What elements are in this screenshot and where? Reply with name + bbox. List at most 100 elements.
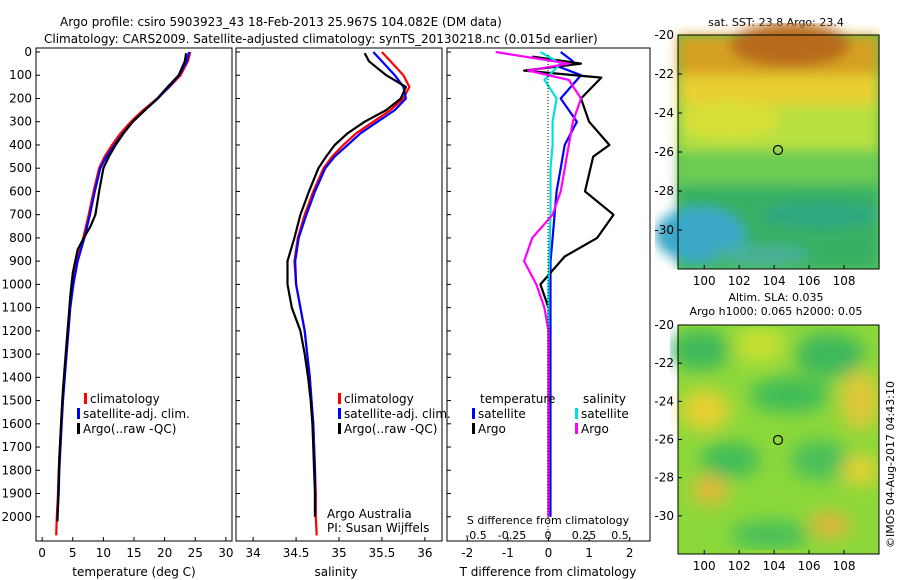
x-tick-label: -2 xyxy=(461,546,473,560)
map-x-tick-label: 108 xyxy=(833,559,856,573)
salinity-axes: 34 34.5 35 35.5 36 xyxy=(236,51,432,560)
y-tick-label: 0 xyxy=(24,45,32,59)
legend-label-satellite: satellite-adj. clim. xyxy=(83,407,190,421)
legend-swatch-argo xyxy=(77,423,80,434)
legend-label-temp-argo: Argo xyxy=(478,422,506,436)
legend-label-sal-argo: Argo xyxy=(581,422,609,436)
legend-swatch-climatology xyxy=(338,393,341,404)
legend-swatch-argo xyxy=(338,423,341,434)
difference-top-axis-label: S difference from climatology xyxy=(467,514,630,527)
map-y-tick-label: -22 xyxy=(654,67,674,81)
x-tick-label: 34.5 xyxy=(283,546,310,560)
legend-title-temperature: temperature xyxy=(480,392,555,406)
y-tick-label: 2000 xyxy=(1,510,32,524)
temperature-series xyxy=(55,51,192,536)
series-line-2 xyxy=(286,52,407,517)
map-y-tick-label: -26 xyxy=(654,145,674,159)
y-tick-label: 1300 xyxy=(1,347,32,361)
top-axis-tick-label: 0.25 xyxy=(572,529,597,542)
difference-legend: temperature salinity satellite Argo sate… xyxy=(467,392,630,527)
map-y-tick-label: -20 xyxy=(654,28,674,42)
y-tick-label: 100 xyxy=(9,68,32,82)
map-x-tick-label: 106 xyxy=(798,559,821,573)
top-axis-tick-label: -0.5 xyxy=(465,529,486,542)
y-tick-label: 1200 xyxy=(1,324,32,338)
series-line-2 xyxy=(56,53,188,522)
map-x-tick-label: 106 xyxy=(798,274,821,288)
y-tick-label: 1700 xyxy=(1,440,32,454)
difference-xlabel: T difference from climatology xyxy=(459,565,637,579)
map-x-tick-label: 104 xyxy=(763,274,786,288)
map-x-tick-label: 104 xyxy=(763,559,786,573)
salinity-plot-frame xyxy=(235,47,443,542)
x-tick-label: 30 xyxy=(218,546,233,560)
difference-series xyxy=(495,50,615,517)
map-x-tick-label: 100 xyxy=(693,274,716,288)
y-tick-label: 900 xyxy=(9,254,32,268)
top-axis-tick-label: 0.5 xyxy=(611,529,629,542)
legend-label-temp-satellite: satellite xyxy=(478,407,526,421)
legend-swatch-climatology xyxy=(84,393,87,404)
y-tick-label: 1500 xyxy=(1,394,32,408)
y-tick-label: 800 xyxy=(9,231,32,245)
x-tick-label: -1 xyxy=(502,546,514,560)
x-tick-label: 10 xyxy=(96,546,111,560)
legend-swatch-satellite xyxy=(338,408,341,419)
series-line-0 xyxy=(549,51,583,517)
sst-map xyxy=(655,23,880,270)
y-tick-label: 200 xyxy=(9,91,32,105)
argo-location-marker xyxy=(772,434,784,446)
x-tick-label: 35.5 xyxy=(369,546,396,560)
x-tick-label: 5 xyxy=(69,546,77,560)
salinity-legend: climatology satellite-adj. clim. Argo(..… xyxy=(327,392,451,535)
sla-map xyxy=(670,324,880,555)
legend-swatch-satellite xyxy=(77,408,80,419)
legend-swatch-temp-argo xyxy=(472,423,475,434)
salinity-series xyxy=(286,51,411,536)
x-tick-label: 35 xyxy=(331,546,346,560)
map-y-tick-label: -30 xyxy=(654,223,674,237)
temperature-axes: 0100200300400500600700800900100011001200… xyxy=(1,45,233,560)
sla-map-title: Altim. SLA: 0.035 xyxy=(728,291,823,304)
legend-label-argo: Argo(..raw -QC) xyxy=(83,422,176,436)
y-tick-label: 1100 xyxy=(1,301,32,315)
y-tick-label: 300 xyxy=(9,115,32,129)
map-y-tick-label: -20 xyxy=(654,318,674,332)
y-tick-label: 400 xyxy=(9,138,32,152)
y-tick-label: 700 xyxy=(9,208,32,222)
legend-swatch-sal-satellite xyxy=(575,408,578,419)
y-tick-label: 1400 xyxy=(1,370,32,384)
salinity-annotation-line-2: PI: Susan Wijffels xyxy=(327,521,429,535)
map-y-tick-label: -28 xyxy=(654,471,674,485)
map-y-tick-label: -28 xyxy=(654,184,674,198)
map-x-tick-label: 100 xyxy=(693,559,716,573)
map-y-tick-label: -30 xyxy=(654,509,674,523)
temperature-xlabel: temperature (deg C) xyxy=(72,565,195,579)
legend-swatch-sal-argo xyxy=(575,423,578,434)
legend-label-satellite: satellite-adj. clim. xyxy=(344,407,451,421)
x-tick-label: 20 xyxy=(157,546,172,560)
map-x-tick-label: 102 xyxy=(728,274,751,288)
x-tick-label: 1 xyxy=(585,546,593,560)
map-y-tick-label: -24 xyxy=(654,394,674,408)
map-x-tick-label: 102 xyxy=(728,559,751,573)
salinity-xlabel: salinity xyxy=(314,565,357,579)
header-line-2: Climatology: CARS2009. Satellite-adjuste… xyxy=(44,32,598,46)
y-tick-label: 600 xyxy=(9,184,32,198)
x-tick-label: 25 xyxy=(188,546,203,560)
header-line-1: Argo profile: csiro 5903923_43 18-Feb-20… xyxy=(60,15,502,29)
sla-map-subtitle: Argo h1000: 0.065 h2000: 0.05 xyxy=(690,305,863,318)
y-tick-label: 1000 xyxy=(1,277,32,291)
temperature-legend: climatology satellite-adj. clim. Argo(..… xyxy=(77,392,190,436)
y-tick-label: 1800 xyxy=(1,463,32,477)
legend-swatch-temp-satellite xyxy=(472,408,475,419)
x-tick-label: 34 xyxy=(246,546,261,560)
legend-label-climatology: climatology xyxy=(90,392,160,406)
series-line-3 xyxy=(495,50,583,517)
x-tick-label: 0 xyxy=(38,546,46,560)
legend-label-sal-satellite: satellite xyxy=(581,407,629,421)
copyright-text: ©IMOS 04-Aug-2017 04:43:10 xyxy=(884,381,897,548)
top-axis-tick-label: -0.25 xyxy=(498,529,526,542)
y-tick-label: 500 xyxy=(9,161,32,175)
x-tick-label: 36 xyxy=(417,546,432,560)
